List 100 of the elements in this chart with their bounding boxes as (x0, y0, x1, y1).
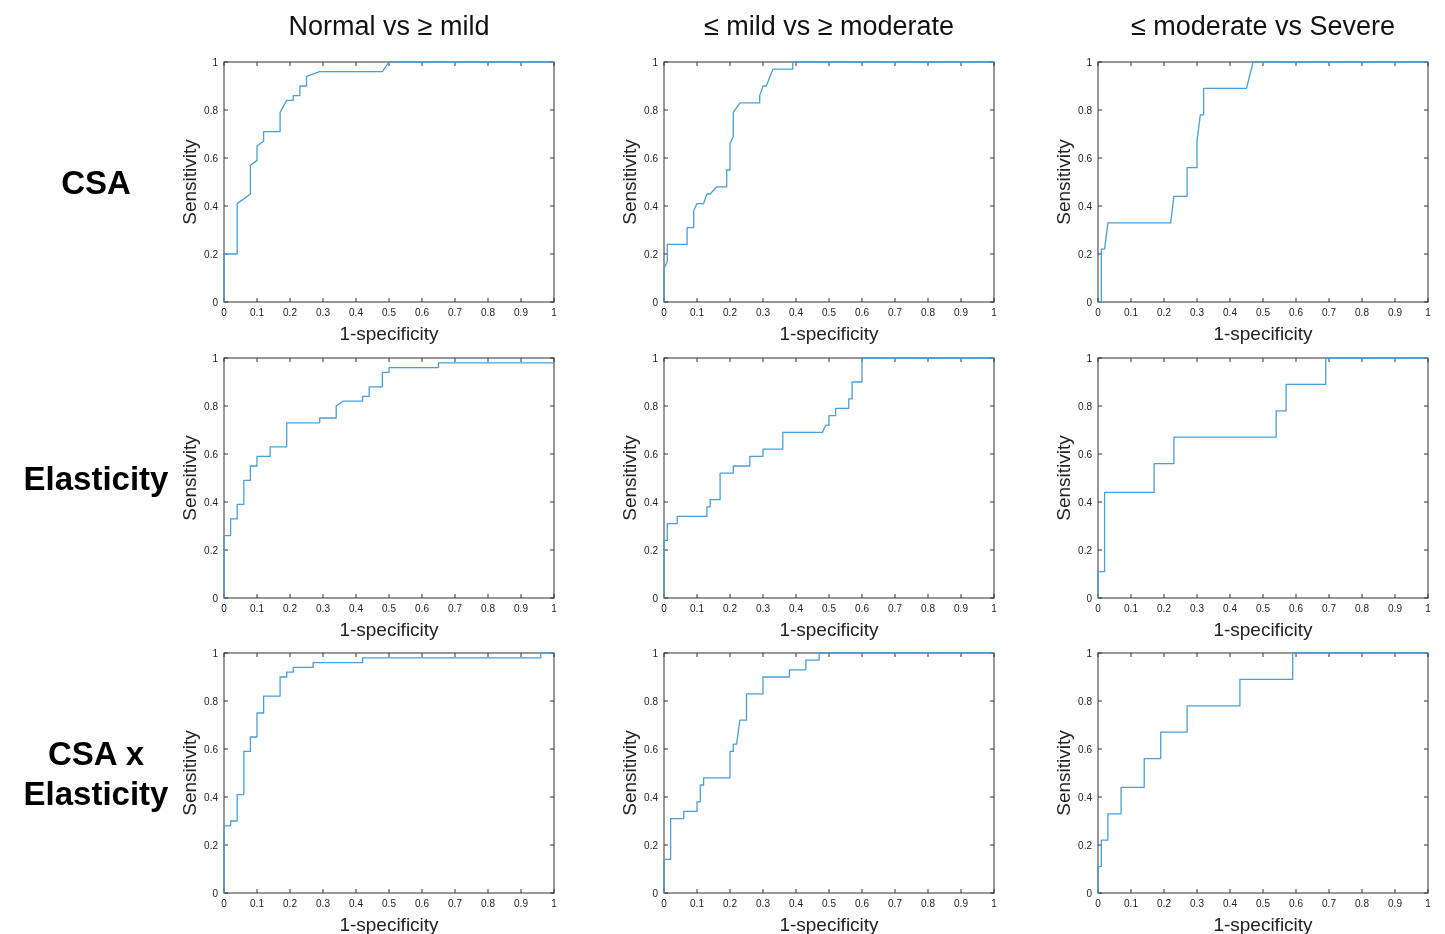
x-tick-label: 0.4 (349, 603, 364, 614)
x-tick-label: 0.5 (382, 898, 397, 909)
x-tick-label: 1 (551, 603, 558, 614)
y-tick-label: 0.6 (1078, 152, 1093, 164)
y-tick-label: 0.4 (204, 496, 219, 508)
x-tick-label: 0.4 (789, 898, 804, 909)
x-tick-label: 0.5 (1256, 603, 1271, 614)
line-series (663, 357, 995, 599)
x-tick-label: 0.1 (690, 307, 705, 318)
y-tick-label: 1 (1086, 56, 1093, 68)
y-axis-title: Sensitivity (619, 729, 640, 816)
x-axis-title: 1-specificity (1213, 323, 1314, 344)
x-tick-label: 0.2 (1157, 307, 1172, 318)
x-tick-label: 0.5 (1256, 307, 1271, 318)
y-axis-title: Sensitivity (179, 729, 200, 816)
x-tick-label: 0 (221, 898, 228, 909)
x-tick-label: 0.5 (382, 307, 397, 318)
y-tick-label: 1 (1086, 647, 1093, 659)
line-series (1097, 61, 1429, 303)
x-tick-label: 0.9 (1388, 307, 1403, 318)
x-tick-label: 0.4 (1223, 603, 1238, 614)
x-axis-title: 1-specificity (779, 619, 880, 640)
y-tick-label: 1 (652, 56, 659, 68)
x-tick-label: 0.4 (349, 307, 364, 318)
y-tick-label: 0 (212, 296, 219, 308)
y-tick-label: 0.6 (204, 743, 219, 755)
y-tick-label: 0.2 (1078, 544, 1093, 556)
y-tick-label: 0.8 (204, 104, 219, 116)
x-tick-label: 0.6 (1289, 898, 1304, 909)
line-series (663, 61, 995, 303)
x-tick-label: 0 (661, 898, 668, 909)
chart-title: ≤ mild vs ≥ moderate (703, 11, 955, 41)
y-tick-label: 0.8 (1078, 695, 1093, 707)
x-tick-label: 0.9 (514, 307, 529, 318)
x-tick-label: 0.7 (888, 898, 903, 909)
x-tick-label: 0.5 (1256, 898, 1271, 909)
x-tick-label: 0.2 (283, 898, 298, 909)
text: CSA (61, 164, 131, 201)
x-tick-label: 0.1 (1124, 307, 1139, 318)
text: CSA x Elasticity (23, 735, 170, 812)
x-tick-label: 1 (551, 898, 558, 909)
x-tick-label: 0.9 (954, 603, 969, 614)
y-tick-label: 0.6 (644, 743, 659, 755)
x-tick-label: 1 (1425, 898, 1432, 909)
y-tick-label: 0.4 (204, 200, 219, 212)
x-tick-label: 0.5 (382, 603, 397, 614)
x-tick-label: 0.8 (481, 307, 496, 318)
y-axis-title: Sensitivity (1053, 138, 1074, 225)
x-tick-label: 0.9 (1388, 898, 1403, 909)
x-tick-label: 0.6 (855, 603, 870, 614)
text: Elasticity (23, 460, 170, 497)
x-tick-label: 0.2 (1157, 898, 1172, 909)
y-tick-label: 0.8 (204, 695, 219, 707)
x-tick-label: 0.3 (756, 898, 771, 909)
y-tick-label: 0.8 (204, 400, 219, 412)
x-tick-label: 0 (221, 603, 228, 614)
y-axis-title: Sensitivity (619, 434, 640, 521)
x-tick-label: 0.7 (448, 307, 463, 318)
y-tick-label: 0 (1086, 592, 1093, 604)
x-tick-label: 0.7 (888, 603, 903, 614)
x-tick-label: 1 (1425, 307, 1432, 318)
y-tick-label: 0 (652, 592, 659, 604)
line-series (223, 652, 555, 894)
x-tick-label: 0.8 (481, 603, 496, 614)
x-tick-label: 0 (1095, 898, 1102, 909)
line-series (223, 362, 555, 599)
y-tick-label: 0.8 (1078, 104, 1093, 116)
x-tick-label: 1 (991, 898, 998, 909)
x-tick-label: 0 (661, 603, 668, 614)
y-tick-label: 0.8 (644, 104, 659, 116)
y-tick-label: 0.6 (644, 448, 659, 460)
line-series (1097, 357, 1429, 599)
x-tick-label: 0.8 (921, 898, 936, 909)
x-tick-label: 0.6 (415, 898, 430, 909)
x-tick-label: 0.6 (415, 307, 430, 318)
line-series (1097, 652, 1429, 894)
x-tick-label: 0.8 (921, 603, 936, 614)
x-axis-title: 1-specificity (779, 323, 880, 344)
x-tick-label: 1 (991, 307, 998, 318)
x-axis-title: 1-specificity (339, 619, 440, 640)
y-tick-label: 1 (212, 647, 219, 659)
y-tick-label: 1 (212, 56, 219, 68)
y-tick-label: 0 (652, 296, 659, 308)
x-tick-label: 0.3 (1190, 898, 1205, 909)
x-tick-label: 0.8 (1355, 898, 1370, 909)
y-tick-label: 0.2 (1078, 839, 1093, 851)
x-tick-label: 0.1 (690, 898, 705, 909)
y-axis-title: Sensitivity (1053, 729, 1074, 816)
y-tick-label: 1 (652, 647, 659, 659)
y-tick-label: 1 (1086, 352, 1093, 364)
x-tick-label: 0.5 (822, 898, 837, 909)
y-tick-label: 0.2 (1078, 248, 1093, 260)
x-tick-label: 0.4 (789, 603, 804, 614)
y-tick-label: 0.2 (644, 839, 659, 851)
x-tick-label: 0.6 (1289, 603, 1304, 614)
x-tick-label: 0.9 (954, 898, 969, 909)
x-tick-label: 0.2 (723, 898, 738, 909)
x-tick-label: 0.6 (415, 603, 430, 614)
y-tick-label: 0.8 (644, 695, 659, 707)
x-axis-title: 1-specificity (1213, 619, 1314, 640)
